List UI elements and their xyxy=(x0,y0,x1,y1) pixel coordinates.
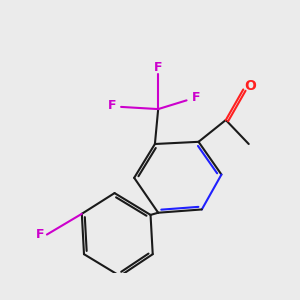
Text: F: F xyxy=(36,228,44,241)
Text: F: F xyxy=(108,99,117,112)
Text: F: F xyxy=(154,61,162,74)
Text: O: O xyxy=(244,79,256,93)
Text: F: F xyxy=(192,91,201,104)
